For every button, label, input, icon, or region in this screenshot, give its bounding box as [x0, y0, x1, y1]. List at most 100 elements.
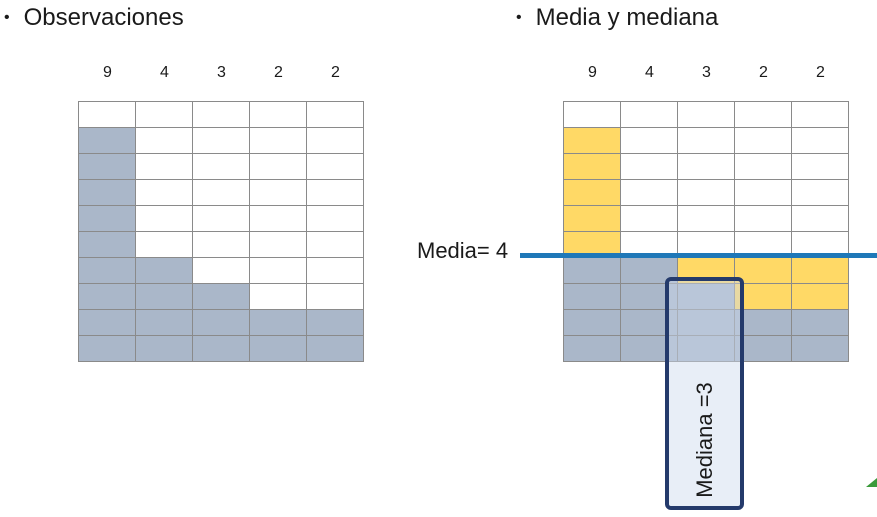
grid-cell — [677, 101, 735, 128]
grid-cell — [734, 179, 792, 206]
grid-cell — [192, 179, 250, 206]
grid-cell — [249, 205, 307, 232]
grid-cell — [791, 309, 849, 336]
right-col-header: 4 — [645, 64, 654, 81]
grid-cell — [563, 335, 621, 362]
grid-cell — [620, 205, 678, 232]
grid-cell — [135, 231, 193, 258]
corner-triangle-icon — [866, 478, 877, 487]
grid-cell — [249, 335, 307, 362]
right-col-header: 2 — [816, 64, 825, 81]
grid-cell — [192, 283, 250, 310]
grid-cell — [135, 283, 193, 310]
grid-cell — [78, 101, 136, 128]
grid-cell — [78, 231, 136, 258]
grid-row — [563, 127, 849, 154]
grid-cell — [563, 283, 621, 310]
left-col-header: 9 — [103, 64, 112, 81]
grid-row — [78, 309, 364, 336]
left-col-header: 2 — [331, 64, 340, 81]
left-col-header: 4 — [160, 64, 169, 81]
grid-cell — [306, 309, 364, 336]
median-box — [665, 277, 744, 510]
grid-row — [78, 127, 364, 154]
left-col-header: 2 — [274, 64, 283, 81]
grid-cell — [78, 153, 136, 180]
grid-cell — [249, 179, 307, 206]
grid-cell — [135, 205, 193, 232]
grid-cell — [192, 127, 250, 154]
grid-cell — [135, 101, 193, 128]
grid-cell — [563, 309, 621, 336]
grid-cell — [563, 179, 621, 206]
grid-cell — [306, 127, 364, 154]
grid-cell — [620, 283, 678, 310]
grid-cell — [620, 179, 678, 206]
grid-cell — [677, 335, 735, 362]
grid-row — [563, 101, 849, 128]
right-title: • Media y mediana — [516, 4, 718, 32]
grid-cell — [135, 179, 193, 206]
grid-cell — [135, 309, 193, 336]
grid-cell — [192, 205, 250, 232]
grid-cell — [563, 153, 621, 180]
grid-cell — [620, 101, 678, 128]
grid-cell — [620, 127, 678, 154]
grid-row — [78, 257, 364, 284]
grid-cell — [306, 231, 364, 258]
grid-cell — [249, 153, 307, 180]
grid-cell — [135, 335, 193, 362]
left-title-text: Observaciones — [23, 4, 184, 31]
grid-cell — [249, 127, 307, 154]
right-title-text: Media y mediana — [535, 4, 719, 31]
grid-cell — [135, 127, 193, 154]
grid-cell — [78, 309, 136, 336]
grid-cell — [192, 309, 250, 336]
grid-cell — [734, 127, 792, 154]
right-col-header: 9 — [588, 64, 597, 81]
grid-cell — [791, 205, 849, 232]
grid-cell — [563, 205, 621, 232]
grid-row — [563, 153, 849, 180]
grid-cell — [78, 179, 136, 206]
grid-cell — [677, 205, 735, 232]
bullet-icon: • — [516, 9, 522, 26]
grid-cell — [135, 257, 193, 284]
bullet-icon: • — [4, 9, 10, 26]
grid-cell — [306, 153, 364, 180]
grid-cell — [78, 127, 136, 154]
grid-cell — [249, 231, 307, 258]
right-col-header: 3 — [702, 64, 711, 81]
grid-cell — [677, 127, 735, 154]
grid-row — [563, 283, 849, 310]
grid-cell — [791, 101, 849, 128]
grid-cell — [791, 283, 849, 310]
grid-cell — [791, 179, 849, 206]
grid-cell — [192, 335, 250, 362]
grid-cell — [563, 127, 621, 154]
grid-cell — [78, 205, 136, 232]
observations-grid — [78, 101, 364, 362]
grid-cell — [734, 101, 792, 128]
left-title: • Observaciones — [4, 4, 184, 32]
grid-row — [78, 153, 364, 180]
grid-cell — [734, 153, 792, 180]
grid-cell — [563, 101, 621, 128]
grid-row — [78, 205, 364, 232]
grid-cell — [791, 153, 849, 180]
grid-cell — [192, 101, 250, 128]
mean-line — [520, 253, 877, 258]
median-label: Mediana =3 — [692, 382, 717, 498]
mean-label: Media= 4 — [417, 238, 509, 263]
grid-cell — [192, 153, 250, 180]
grid-row — [563, 335, 849, 362]
grid-cell — [791, 257, 849, 284]
grid-cell — [135, 153, 193, 180]
grid-cell — [677, 283, 735, 310]
grid-cell — [791, 127, 849, 154]
grid-row — [78, 101, 364, 128]
grid-row — [563, 205, 849, 232]
grid-cell — [78, 335, 136, 362]
grid-row — [78, 283, 364, 310]
grid-row — [78, 335, 364, 362]
